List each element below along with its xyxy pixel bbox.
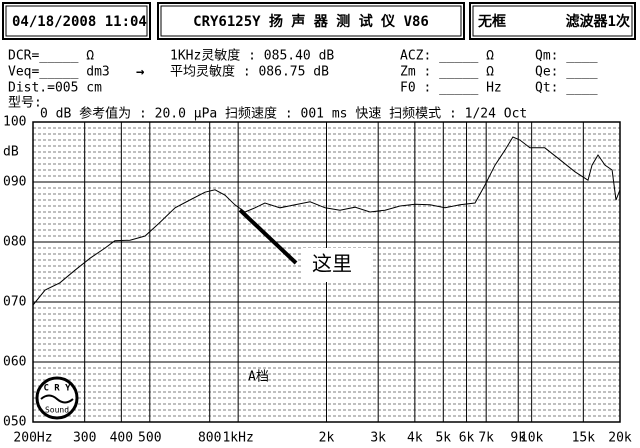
zm: Zm : _____ Ω [400,65,494,80]
y-tick-label: 070 [3,295,26,310]
annotation-bg [302,248,372,282]
logo-wave [40,394,74,404]
x-tick-label: 400 [110,431,133,446]
f0: F0 : _____ Hz [400,81,502,96]
frame: 无框 [477,13,506,30]
qt: Qt: ____ [535,81,598,96]
y-axis-label: dB [3,145,19,160]
x-tick-label: 800 [198,431,221,446]
line-series [32,136,621,306]
chart: 050 060 070 080 090 100 200Hz 300 400 500 800 1kHz 2… [3,106,632,446]
qm: Qm: ____ [535,49,598,64]
x-tick-label: 1kHz [222,431,253,446]
subtitle: 0 dB 参考值为 : 20.0 μPa 扫频速度 : 001 ms 快速 扫频… [40,106,527,122]
x-tick-label: 200Hz [13,431,52,446]
dcr: DCR=_____ Ω [8,49,94,64]
x-tick-label: 15k [572,431,596,446]
dist: Dist.=005 cm [8,81,102,96]
annotation-arrow [238,208,298,265]
x-tick-label: 9k [510,431,526,446]
x-tick-label: 300 [73,431,96,446]
y-tick-label: 060 [3,355,26,370]
sens-1k: 1KHz灵敏度 : 085.40 dB [170,48,334,64]
y-tick-label: 050 [3,415,26,430]
x-tick-label: 2k [319,431,335,446]
y-tick-label: 080 [3,235,26,250]
x-tick-label: 4k [407,431,423,446]
arrow: → [136,64,144,80]
instrument-title: CRY6125Y 扬 声 器 测 试 仪 V86 [193,13,429,30]
datetime: 04/18/2008 11:04 [12,14,147,30]
x-tick-label: 10k [520,431,544,446]
y-tick-label: 100 [3,115,26,130]
veq: Veq=_____ dm3 [8,65,110,80]
x-tick-label: 20k [608,431,632,446]
qe: Qe: ____ [535,65,598,80]
x-tick-label: 6k [459,431,475,446]
logo-bottom: Sound [45,406,69,415]
sens-avg: 平均灵敏度 : 086.75 dB [170,64,329,80]
header-boxes [2,2,636,40]
y-tick-label: 090 [3,175,26,190]
filter: 滤波器1次 [566,13,630,30]
model: 型号: [8,96,42,111]
x-tick-label: 500 [138,431,161,446]
logo-top: C R Y [43,384,71,394]
x-tick-label: 7k [478,431,494,446]
annotation: 这里 [312,252,352,276]
x-tick-label: 3k [370,431,386,446]
subtitle-bg [38,107,618,121]
range-label: A档 [248,370,269,385]
x-tick-label: 5k [435,431,451,446]
acz: ACZ: _____ Ω [400,49,494,64]
